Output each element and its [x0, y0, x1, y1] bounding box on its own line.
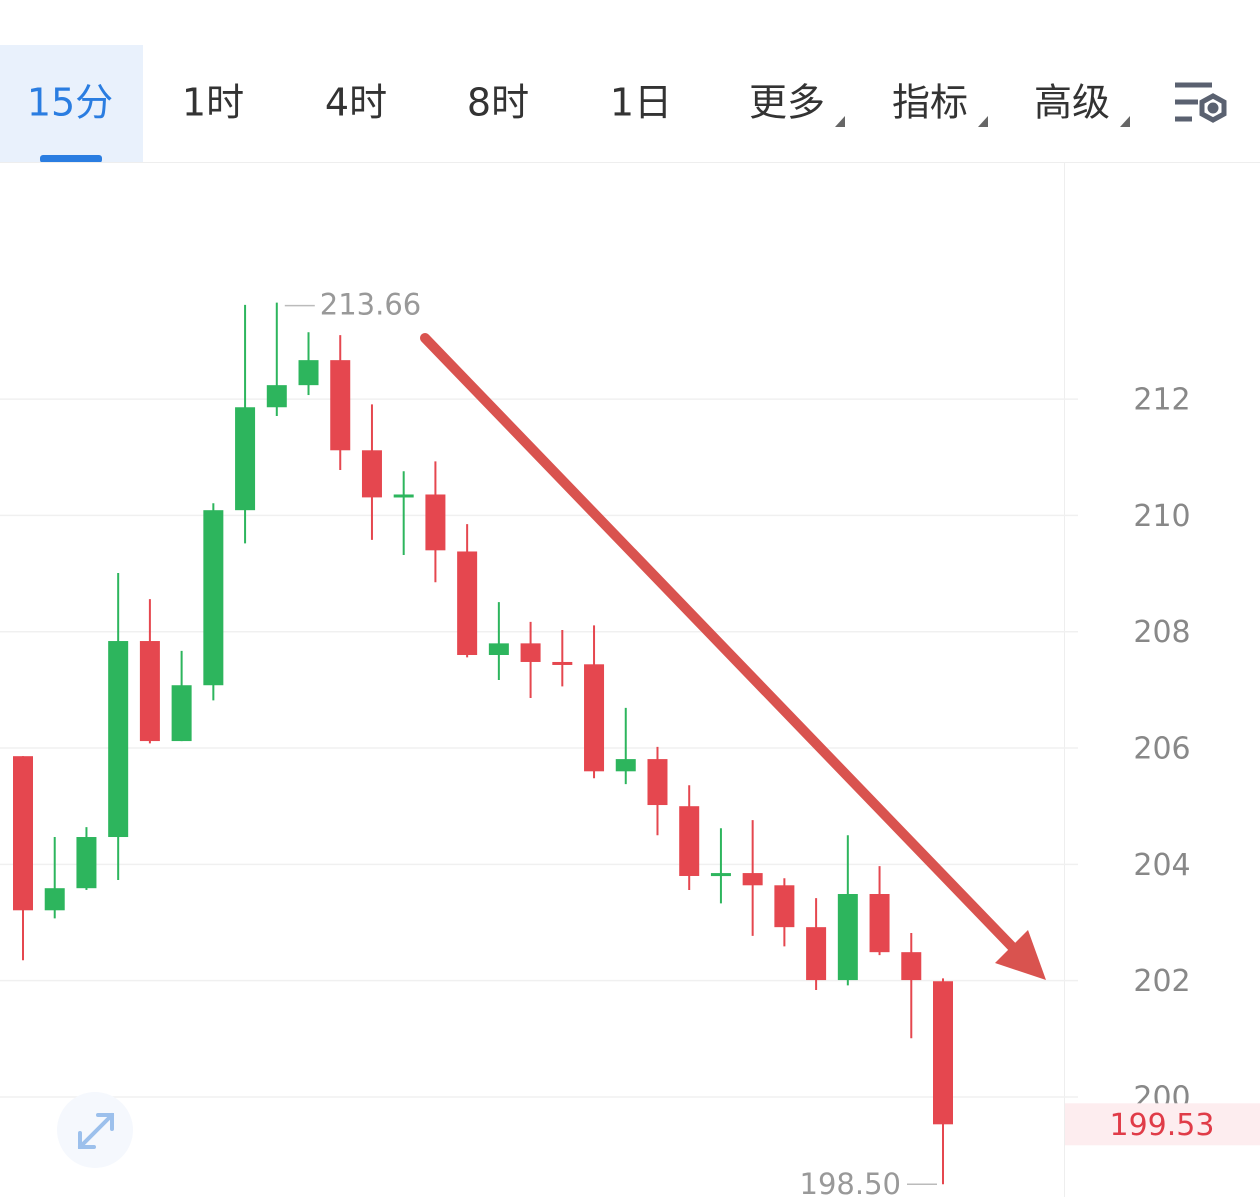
dropdown-caret	[835, 116, 845, 127]
candle-body	[76, 837, 97, 889]
candle-body	[139, 641, 160, 742]
y-tick-label: 204	[1133, 848, 1190, 883]
high-label: 213.66	[320, 288, 421, 322]
trend-arrow	[420, 333, 1025, 960]
low-label: 198.50	[800, 1167, 901, 1197]
tab[interactable]: 更多	[749, 81, 825, 125]
candle-body	[266, 385, 287, 408]
candle-body	[330, 360, 351, 451]
y-tick-label: 208	[1133, 615, 1190, 650]
candle-body	[171, 685, 192, 742]
candle-body	[520, 643, 541, 662]
candle-body	[806, 927, 827, 981]
trend-arrow-head	[995, 930, 1046, 980]
y-tick-label: 202	[1133, 964, 1190, 999]
tab[interactable]: 指标	[892, 81, 968, 125]
y-tick-label: 212	[1133, 383, 1190, 418]
candle-body	[584, 664, 605, 772]
y-tick-label: 206	[1133, 732, 1190, 767]
tab[interactable]: 15分	[27, 81, 113, 125]
candle-body	[837, 894, 858, 981]
last-price-box	[1065, 1103, 1260, 1146]
candle-body	[901, 952, 922, 981]
last-price-label: 199.53	[1110, 1108, 1215, 1143]
expand-button[interactable]	[57, 1092, 133, 1168]
candle-body	[361, 450, 382, 498]
candle-body	[742, 873, 763, 886]
tab[interactable]: 1时	[182, 81, 244, 125]
tab[interactable]: 4时	[325, 81, 387, 125]
settings-icon[interactable]	[1175, 82, 1227, 123]
candle-body	[425, 494, 446, 551]
tab[interactable]: 高级	[1034, 81, 1110, 125]
candle-body	[710, 873, 731, 877]
dropdown-caret	[978, 116, 988, 127]
dropdown-caret	[1120, 116, 1130, 127]
candle-body	[679, 806, 700, 876]
candle-body	[13, 756, 33, 911]
candle-body	[647, 759, 668, 806]
candle-body	[44, 888, 65, 911]
candle-body	[615, 759, 636, 772]
candle-body	[203, 510, 224, 686]
candle-body	[933, 981, 953, 1125]
active-indicator	[40, 155, 102, 163]
candle-body	[552, 661, 573, 665]
active-tab-bg	[0, 45, 143, 162]
candle-body	[108, 641, 129, 838]
candle-body	[393, 494, 414, 498]
candle-body	[869, 894, 890, 953]
candle-body	[774, 885, 795, 928]
y-tick-label: 210	[1133, 499, 1190, 534]
tab[interactable]: 1日	[610, 81, 672, 125]
candle-body	[488, 643, 509, 655]
candle-body	[457, 551, 478, 655]
candle-body	[235, 407, 256, 511]
candle-body	[298, 360, 319, 386]
tab[interactable]: 8时	[467, 81, 529, 125]
